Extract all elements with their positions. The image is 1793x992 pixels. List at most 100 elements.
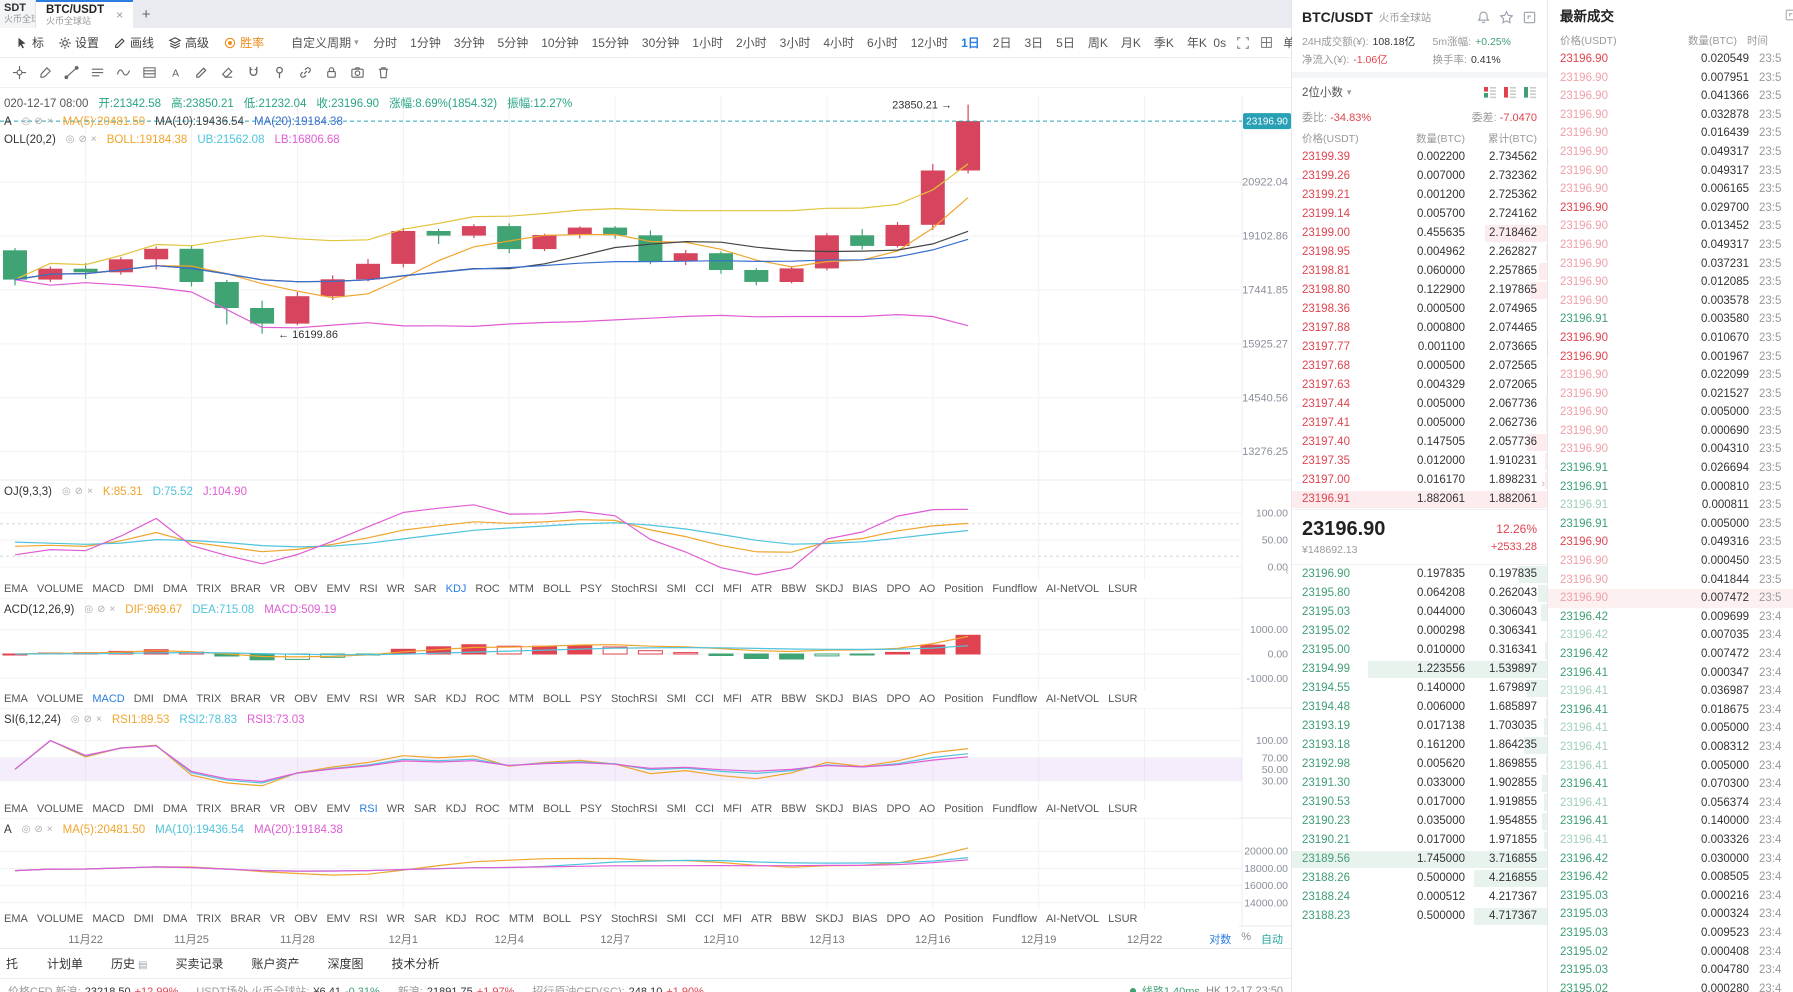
link-icon[interactable] <box>296 63 315 82</box>
timeframe-分时[interactable]: 分时 <box>373 36 398 50</box>
timeframe-1分钟[interactable]: 1分钟 <box>410 36 441 50</box>
text-icon[interactable]: A <box>166 63 185 82</box>
tab-partial[interactable]: SDT 火币全球站 <box>0 0 36 28</box>
indicator-tab-OBV[interactable]: OBV <box>294 913 318 925</box>
trade-row[interactable]: 23196.90 0.049317 23:5 <box>1560 145 1782 158</box>
indicator-tab-ATR[interactable]: ATR <box>750 693 773 705</box>
indicator-settings-icon[interactable]: ◎ <box>21 116 31 127</box>
ticker-item[interactable]: 价格CFD 新浪: 23218.50 +12.99% <box>8 986 179 992</box>
indicator-tab-EMV[interactable]: EMV <box>326 913 351 925</box>
indicator-settings-icon[interactable]: ◎ <box>65 134 75 145</box>
orderbook-bid-row[interactable]: 23190.53 0.017000 1.919855 <box>1292 793 1547 812</box>
orderbook-ask-row[interactable]: 23197.35 0.012000 1.910231 <box>1292 452 1547 471</box>
indicator-tab-LSUR[interactable]: LSUR <box>1108 693 1138 705</box>
trade-row[interactable]: 23196.90 0.020549 23:5 <box>1560 53 1782 65</box>
orderbook-bid-row[interactable]: 23194.99 1.223556 1.539897 <box>1292 660 1547 679</box>
decimal-precision-dropdown[interactable]: 2位小数 ▾ <box>1302 84 1351 100</box>
trade-row[interactable]: 23196.42 0.030000 23:4 <box>1560 852 1782 865</box>
indicator-tab-BOLL[interactable]: BOLL <box>542 803 572 815</box>
timeframe-5日[interactable]: 5日 <box>1056 36 1075 50</box>
indicator-tab-BOLL[interactable]: BOLL <box>542 583 572 595</box>
indicator-tab-KDJ[interactable]: KDJ <box>445 693 467 705</box>
orderbook-ask-row[interactable]: 23197.40 0.147505 2.057736 <box>1292 433 1547 452</box>
indicator-tab-MFI[interactable]: MFI <box>723 913 742 925</box>
orderbook-ask-row[interactable]: 23198.95 0.004962 2.262827 <box>1302 244 1547 261</box>
bottom-tab-账户资产[interactable]: 账户资产 <box>251 957 300 971</box>
timeframe-季K[interactable]: 季K <box>1153 36 1174 50</box>
trade-row[interactable]: 23196.41 0.018675 23:4 <box>1560 703 1782 716</box>
timeframe-12小时[interactable]: 12小时 <box>910 36 949 50</box>
trash-icon[interactable] <box>374 63 393 82</box>
orderbook-bid-row[interactable]: 23194.55 0.140000 1.679897 <box>1292 679 1547 698</box>
indicator-tab-EMV[interactable]: EMV <box>326 693 351 705</box>
indicator-tab-Position[interactable]: Position <box>944 583 984 595</box>
indicator-tab-EMA[interactable]: EMA <box>4 913 28 925</box>
indicator-hide-icon[interactable]: ⊘ <box>34 116 43 127</box>
indicator-tab-BBW[interactable]: BBW <box>781 913 807 925</box>
indicator-tab-LSUR[interactable]: LSUR <box>1108 803 1138 815</box>
indicator-tab-MFI[interactable]: MFI <box>723 693 742 705</box>
camera-icon[interactable] <box>348 63 367 82</box>
orderbook-bid-row[interactable]: 23191.30 0.033000 1.902855 <box>1292 774 1547 793</box>
indicator-tab-ROC[interactable]: ROC <box>475 583 500 595</box>
orderbook-bid-row[interactable]: 23188.26 0.500000 4.216855 <box>1292 869 1547 888</box>
trade-row[interactable]: 23196.90 0.001967 23:5 <box>1560 350 1782 363</box>
trade-row[interactable]: 23196.42 0.009699 23:4 <box>1560 610 1782 623</box>
trade-row[interactable]: 23196.41 0.070300 23:4 <box>1560 778 1782 791</box>
indicator-tab-VOLUME[interactable]: VOLUME <box>36 913 84 925</box>
brush-icon[interactable] <box>36 63 55 82</box>
trade-row[interactable]: 23196.41 0.140000 23:4 <box>1560 815 1782 828</box>
indicator-tab-MACD[interactable]: MACD <box>92 913 125 925</box>
indicator-tab-DPO[interactable]: DPO <box>886 583 911 595</box>
indicator-tab-BBW[interactable]: BBW <box>781 693 807 705</box>
indicator-tab-ROC[interactable]: ROC <box>475 693 500 705</box>
timeframe-1日[interactable]: 1日 <box>961 36 980 50</box>
indicator-tab-SAR[interactable]: SAR <box>413 583 437 595</box>
indicator-tab-OBV[interactable]: OBV <box>294 803 318 815</box>
indicator-close-icon[interactable]: × <box>87 486 93 497</box>
lock-icon[interactable] <box>322 63 341 82</box>
trade-row[interactable]: 23196.90 0.010670 23:5 <box>1560 331 1782 344</box>
indicator-tab-BRAR[interactable]: BRAR <box>230 583 261 595</box>
indicator-tab-VOLUME[interactable]: VOLUME <box>36 803 84 815</box>
indicator-tab-AI-NetVOL[interactable]: AI-NetVOL <box>1045 583 1100 595</box>
indicator-tab-AI-NetVOL[interactable]: AI-NetVOL <box>1045 693 1100 705</box>
indicator-tab-EMA[interactable]: EMA <box>4 583 28 595</box>
trade-row[interactable]: 23196.91 0.000810 23:5 <box>1560 480 1782 493</box>
trade-row[interactable]: 23196.41 0.036987 23:4 <box>1560 685 1782 698</box>
fullscreen-icon[interactable] <box>1236 36 1250 50</box>
indicator-tab-BIAS[interactable]: BIAS <box>852 583 878 595</box>
indicator-tab-WR[interactable]: WR <box>386 803 405 815</box>
orderbook-ask-row[interactable]: 23199.39 0.002200 2.734562 <box>1302 149 1547 166</box>
orderbook-bid-row[interactable]: 23193.19 0.017138 1.703035 <box>1292 717 1547 736</box>
timeframe-3小时[interactable]: 3小时 <box>779 36 811 50</box>
indicator-tab-RSI[interactable]: RSI <box>359 583 378 595</box>
trade-row[interactable]: 23196.91 0.026694 23:5 <box>1560 462 1782 475</box>
indicator-close-icon[interactable]: × <box>109 604 116 615</box>
bell-icon[interactable] <box>1476 10 1491 25</box>
trade-row[interactable]: 23195.03 0.009523 23:4 <box>1560 926 1782 939</box>
trade-row[interactable]: 23196.90 0.022099 23:5 <box>1560 369 1782 382</box>
indicator-tab-CCI[interactable]: CCI <box>695 913 715 925</box>
indicator-tab-PSY[interactable]: PSY <box>580 913 603 925</box>
timeframe-5分钟[interactable]: 5分钟 <box>497 36 529 50</box>
indicator-tab-DMA[interactable]: DMA <box>162 913 188 925</box>
indicator-tab-PSY[interactable]: PSY <box>580 693 603 705</box>
orderbook-ask-row[interactable]: 23199.21 0.001200 2.725362 <box>1302 187 1547 204</box>
close-icon[interactable]: × <box>116 8 124 22</box>
magnet-icon[interactable] <box>244 63 263 82</box>
trade-row[interactable]: 23196.90 0.032878 23:5 <box>1560 108 1782 121</box>
indicator-close-icon[interactable]: × <box>96 714 102 725</box>
trade-row[interactable]: 23196.90 0.041366 23:5 <box>1560 90 1782 103</box>
indicator-tab-DMI[interactable]: DMI <box>133 583 154 595</box>
bottom-tab-买卖记录[interactable]: 买卖记录 <box>175 957 224 971</box>
timeframe-10分钟[interactable]: 10分钟 <box>541 36 579 50</box>
multi-window-icon[interactable] <box>1260 36 1273 49</box>
trade-row[interactable]: 23196.90 0.012085 23:5 <box>1560 276 1782 289</box>
percent-scale-toggle[interactable]: % <box>1241 931 1251 943</box>
bottom-tab-partial[interactable]: 托 <box>6 957 19 971</box>
orderbook-ask-row[interactable]: 23196.91 1.882061 1.882061 <box>1292 490 1547 509</box>
orderbook-bid-row[interactable]: 23188.24 0.000512 4.217367 <box>1302 891 1537 903</box>
trade-row[interactable]: 23196.90 0.029700 23:5 <box>1560 201 1782 214</box>
orderbook-ask-row[interactable]: 23198.80 0.122900 2.197865 <box>1292 281 1547 300</box>
